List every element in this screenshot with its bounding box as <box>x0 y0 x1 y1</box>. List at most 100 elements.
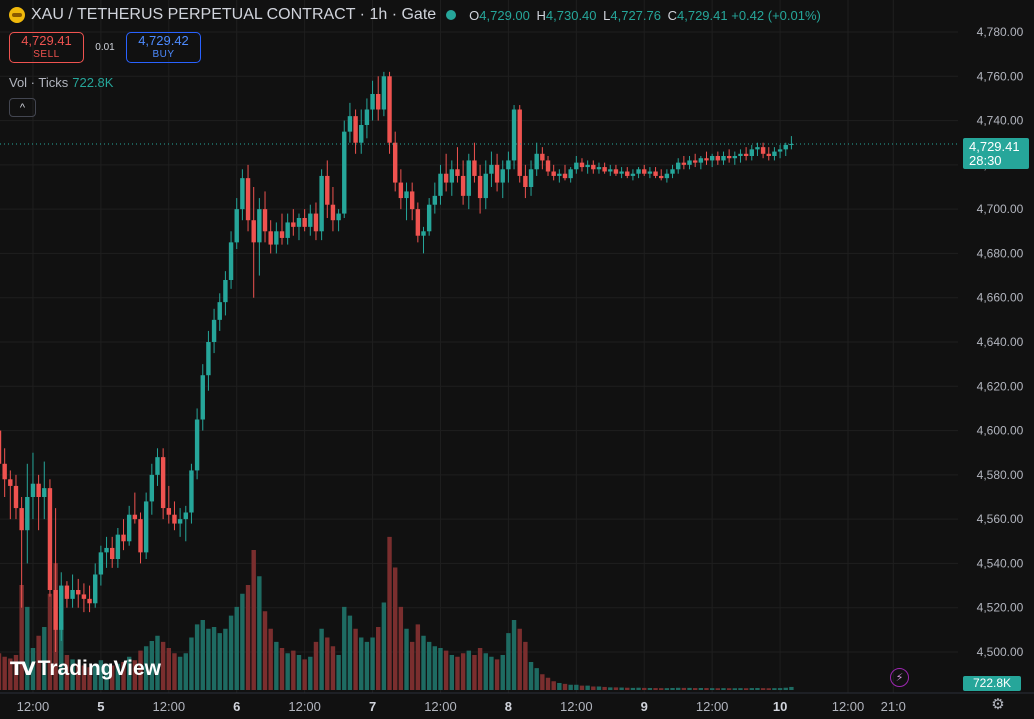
candle-body <box>59 585 64 630</box>
volume-bar <box>177 656 183 690</box>
volume-bar <box>562 683 568 690</box>
candle-body <box>110 547 115 559</box>
y-tick-label: 4,620.00 <box>977 379 1024 393</box>
candle-body <box>704 158 709 161</box>
volume-bar <box>551 681 556 690</box>
candle-body <box>81 594 87 599</box>
sell-button[interactable]: 4,729.41 SELL <box>9 32 84 63</box>
volume-bar <box>217 633 222 690</box>
y-tick-label: 4,520.00 <box>977 601 1024 615</box>
tradingview-logo[interactable]: TV TradingView <box>10 657 161 681</box>
candle-body <box>308 213 313 227</box>
volume-bar <box>19 585 24 690</box>
volume-legend[interactable]: Vol · Ticks 722.8K <box>9 75 113 90</box>
candle-body <box>777 149 783 152</box>
volume-bar <box>59 621 64 690</box>
ohlc-values: O4,729.00 H4,730.40 L4,727.76 C4,729.41 … <box>466 8 821 23</box>
candle-body <box>472 160 477 176</box>
y-tick-label: 4,700.00 <box>977 202 1024 216</box>
volume-bar <box>172 653 177 690</box>
volume-bar <box>721 688 726 690</box>
volume-bar <box>398 606 404 690</box>
candle-body <box>177 519 183 524</box>
candle-body <box>64 585 70 599</box>
volume-bar <box>285 653 290 690</box>
volume-bar <box>426 641 432 690</box>
sell-price: 4,729.41 <box>21 32 72 48</box>
volume-bar <box>245 585 251 690</box>
volume-bar <box>449 655 454 690</box>
volume-bar <box>630 687 636 690</box>
candle-body <box>376 94 381 110</box>
volume-bar <box>455 656 460 690</box>
volume-bar <box>149 641 155 690</box>
volume-bar <box>625 687 630 690</box>
candle-body <box>370 94 375 110</box>
settings-gear-icon[interactable]: ⚙ <box>991 696 1005 713</box>
candle-body <box>608 169 613 172</box>
volume-bar <box>760 688 766 690</box>
volume-bar <box>325 637 330 690</box>
volume-bar <box>76 663 81 690</box>
y-tick-label: 4,600.00 <box>977 424 1024 438</box>
volume-bar <box>698 687 704 690</box>
candle-body <box>234 209 239 243</box>
bar-countdown: 28:30 <box>969 153 1002 168</box>
volume-bar <box>104 663 109 690</box>
candle-body <box>200 375 205 420</box>
x-tick-label: 12:00 <box>696 699 729 714</box>
candle-body <box>489 164 494 174</box>
candle-body <box>104 547 109 553</box>
candle-body <box>47 488 53 590</box>
volume-bar <box>777 688 783 690</box>
volume-bar <box>251 550 256 690</box>
volume-bar <box>596 686 602 690</box>
lightning-icon[interactable]: ⚡ <box>890 668 909 687</box>
collapse-legend-button[interactable]: ^ <box>9 98 36 117</box>
candle-body <box>393 142 398 183</box>
candle-body <box>523 175 528 187</box>
volume-bar <box>115 663 121 690</box>
candle-body <box>432 195 438 205</box>
candle-body <box>132 514 138 520</box>
y-tick-label: 4,540.00 <box>977 556 1024 570</box>
x-tick-label: 21:0 <box>881 699 906 714</box>
candle-body <box>636 169 641 174</box>
volume-bar <box>36 635 41 690</box>
volume-bar <box>93 663 98 690</box>
candle-body <box>257 209 262 243</box>
candle-body <box>568 169 573 179</box>
volume-bar <box>8 658 13 690</box>
volume-bar <box>13 655 19 690</box>
market-status-icon[interactable] <box>446 10 457 20</box>
candle-body <box>155 457 160 475</box>
candle-body <box>126 514 132 542</box>
candle-body <box>494 164 500 183</box>
candle-body <box>715 156 721 161</box>
candle-body <box>721 156 726 161</box>
volume-bar <box>313 641 319 690</box>
volume-bar <box>376 627 381 690</box>
volume-legend-value: 722.8K <box>72 75 114 90</box>
candle-body <box>206 342 211 376</box>
volume-bar <box>121 662 126 690</box>
volume-bar <box>353 628 358 690</box>
symbol-title[interactable]: XAU / TETHERUS PERPETUAL CONTRACT · 1h ·… <box>31 6 436 24</box>
tradingview-wordmark: TradingView <box>37 657 161 680</box>
candle-body <box>449 169 454 183</box>
candle-body <box>670 169 675 174</box>
volume-bar <box>585 685 590 690</box>
candle-body <box>613 169 619 174</box>
candle-body <box>325 175 330 205</box>
candle-body <box>30 483 36 497</box>
candle-body <box>172 514 177 524</box>
volume-bar <box>364 641 370 690</box>
volume-bar <box>755 687 760 690</box>
candle-body <box>87 598 92 604</box>
candle-body <box>359 125 364 143</box>
buy-button[interactable]: 4,729.42 BUY <box>126 32 201 63</box>
volume-bar <box>160 641 166 690</box>
candle-body <box>647 171 653 174</box>
candle-body <box>551 171 556 176</box>
